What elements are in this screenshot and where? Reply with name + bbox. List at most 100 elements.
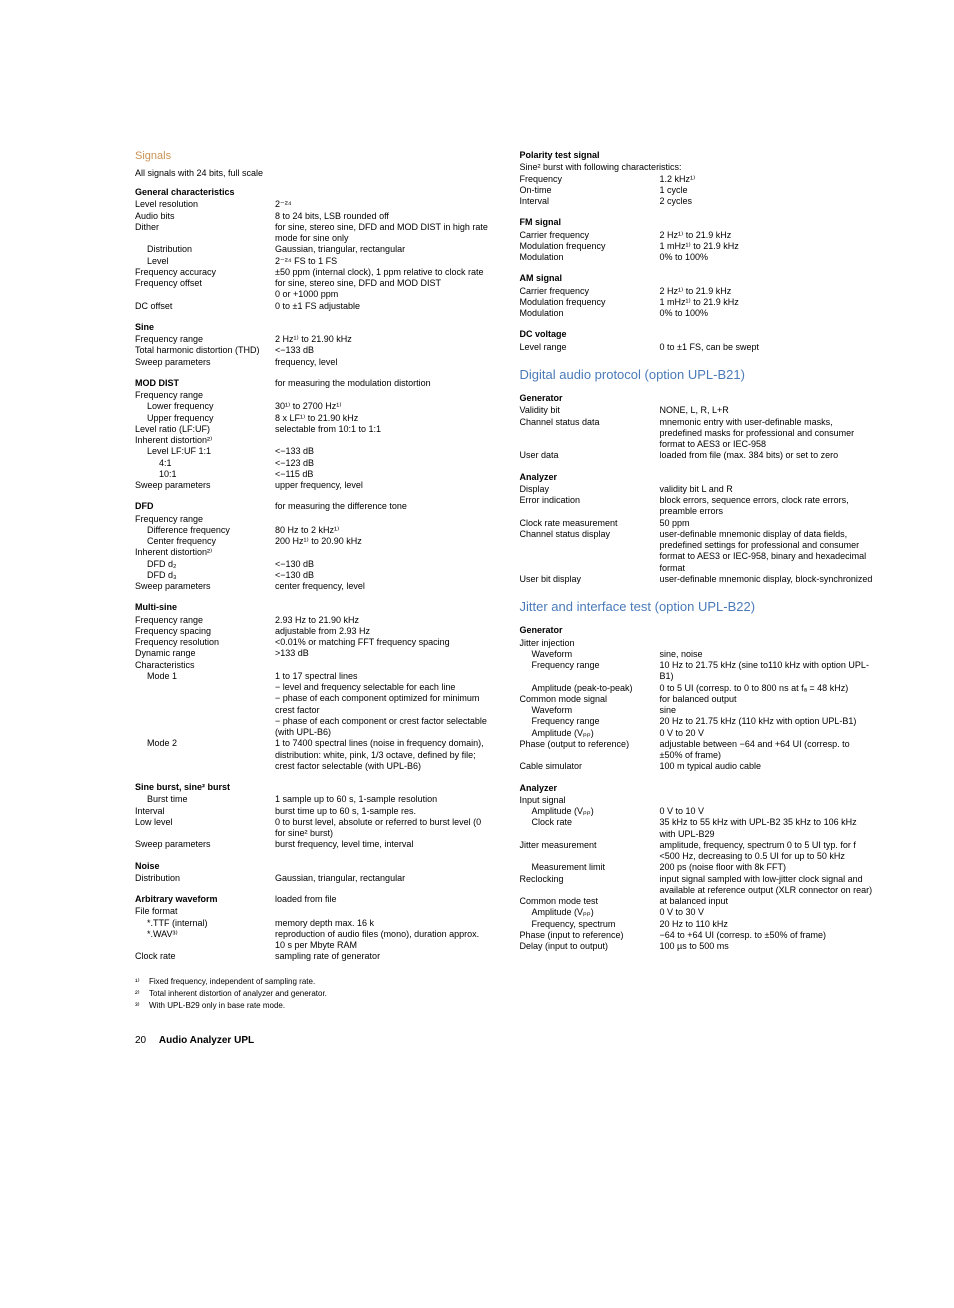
- spec-row: Difference frequency80 Hz to 2 kHz¹⁾: [135, 525, 490, 536]
- spec-label: Upper frequency: [135, 413, 275, 424]
- spec-row: Amplitude (Vₚₚ)0 V to 10 V: [520, 806, 875, 817]
- spec-row: Frequency range2 Hz¹⁾ to 21.90 kHz: [135, 334, 490, 345]
- spec-label: Modulation: [520, 308, 660, 319]
- spec-row: Amplitude (peak-to-peak)0 to 5 UI (corre…: [520, 683, 875, 694]
- footnote-row: ¹⁾Fixed frequency, independent of sampli…: [135, 977, 490, 987]
- spec-value: block errors, sequence errors, clock rat…: [660, 495, 875, 518]
- gen22-section: Generator Jitter injectionWaveformsine, …: [520, 625, 875, 772]
- spec-row: Channel status displayuser-definable mne…: [520, 529, 875, 574]
- spec-value: sine: [660, 705, 875, 716]
- spec-label: Frequency: [520, 174, 660, 185]
- ana22-section: Analyzer Input signalAmplitude (Vₚₚ)0 V …: [520, 783, 875, 953]
- spec-label: Level resolution: [135, 199, 275, 210]
- spec-row: − level and frequency selectable for eac…: [135, 682, 490, 693]
- spec-row: Phase (output to reference)adjustable be…: [520, 739, 875, 762]
- spec-row: Validity bitNONE, L, R, L+R: [520, 405, 875, 416]
- spec-value: memory depth max. 16 k: [275, 918, 490, 929]
- spec-label: On-time: [520, 185, 660, 196]
- footnotes: ¹⁾Fixed frequency, independent of sampli…: [135, 977, 490, 1011]
- dc-heading: DC voltage: [520, 329, 875, 340]
- spec-value: NONE, L, R, L+R: [660, 405, 875, 416]
- spec-label: Common mode signal: [520, 694, 660, 705]
- gen22-heading: Generator: [520, 625, 875, 636]
- spec-value: at balanced input: [660, 896, 875, 907]
- spec-label: Level range: [520, 342, 660, 353]
- spec-row: Ditherfor sine, stereo sine, DFD and MOD…: [135, 222, 490, 245]
- spec-label: Measurement limit: [520, 862, 660, 873]
- footnote-text: Total inherent distortion of analyzer an…: [149, 989, 327, 999]
- spec-label: Level LF:UF 1:1: [135, 446, 275, 457]
- left-column: Signals All signals with 24 bits, full s…: [135, 150, 490, 1013]
- spec-row: DFD d₂<−130 dB: [135, 559, 490, 570]
- spec-row: Center frequency200 Hz¹⁾ to 20.90 kHz: [135, 536, 490, 547]
- spec-label: DFD d₃: [135, 570, 275, 581]
- footnote-row: ²⁾Total inherent distortion of analyzer …: [135, 989, 490, 999]
- spec-value: 100 µs to 500 ms: [660, 941, 875, 952]
- spec-value: burst time up to 60 s, 1-sample res.: [275, 806, 490, 817]
- protocol-title: Digital audio protocol (option UPL-B21): [520, 367, 875, 383]
- spec-value: reproduction of audio files (mono), dura…: [275, 929, 490, 952]
- spec-row: Burst time1 sample up to 60 s, 1-sample …: [135, 794, 490, 805]
- footnote-text: With UPL-B29 only in base rate mode.: [149, 1001, 285, 1011]
- spec-row: Low level0 to burst level, absolute or r…: [135, 817, 490, 840]
- spec-value: Gaussian, triangular, rectangular: [275, 873, 490, 884]
- spec-label: Modulation frequency: [520, 241, 660, 252]
- spec-row: Reclockinginput signal sampled with low-…: [520, 874, 875, 897]
- page-number: 20: [135, 1035, 146, 1046]
- spec-label: Frequency, spectrum: [520, 919, 660, 930]
- spec-label: Interval: [520, 196, 660, 207]
- spec-value: 35 kHz to 55 kHz with UPL-B2 35 kHz to 1…: [660, 817, 875, 840]
- spec-label: Common mode test: [520, 896, 660, 907]
- spec-row: Audio bits8 to 24 bits, LSB rounded off: [135, 211, 490, 222]
- multisine-section: Multi-sine Frequency range2.93 Hz to 21.…: [135, 602, 490, 772]
- footnote-row: ³⁾With UPL-B29 only in base rate mode.: [135, 1001, 490, 1011]
- spec-value: 8 x LF¹⁾ to 21.90 kHz: [275, 413, 490, 424]
- polarity-rows: Frequency1.2 kHz¹⁾On-time1 cycleInterval…: [520, 174, 875, 208]
- spec-value: 0% to 100%: [660, 308, 875, 319]
- spec-label: Validity bit: [520, 405, 660, 416]
- spec-row: Intervalburst time up to 60 s, 1-sample …: [135, 806, 490, 817]
- spec-row: Waveformsine: [520, 705, 875, 716]
- spec-value: 80 Hz to 2 kHz¹⁾: [275, 525, 490, 536]
- spec-value: upper frequency, level: [275, 480, 490, 491]
- page-footer: 20 Audio Analyzer UPL: [135, 1035, 874, 1048]
- spec-label: Display: [520, 484, 660, 495]
- spec-value: amplitude, frequency, spectrum 0 to 5 UI…: [660, 840, 875, 863]
- dfd-heading-val: for measuring the difference tone: [275, 501, 490, 513]
- sineburst-section: Sine burst, sine² burst Burst time1 samp…: [135, 782, 490, 851]
- spec-label: Distribution: [135, 873, 275, 884]
- am-rows: Carrier frequency2 Hz¹⁾ to 21.9 kHzModul…: [520, 286, 875, 320]
- spec-label: Characteristics: [135, 660, 275, 671]
- spec-label: Mode 2: [135, 738, 275, 772]
- spec-value: for sine, stereo sine, DFD and MOD DIST …: [275, 222, 490, 245]
- spec-value: adjustable between −64 and +64 UI (corre…: [660, 739, 875, 762]
- spec-row: Modulation frequency1 mHz¹⁾ to 21.9 kHz: [520, 297, 875, 308]
- spec-value: sine, noise: [660, 649, 875, 660]
- spec-value: >133 dB: [275, 648, 490, 659]
- moddist-rows: Frequency rangeLower frequency30¹⁾ to 27…: [135, 390, 490, 491]
- spec-value: 200 ps (noise floor with 8k FFT): [660, 862, 875, 873]
- sine-section: Sine Frequency range2 Hz¹⁾ to 21.90 kHzT…: [135, 322, 490, 368]
- spec-value: <−115 dB: [275, 469, 490, 480]
- spec-row: File format: [135, 906, 490, 917]
- general-section: General characteristics Level resolution…: [135, 187, 490, 312]
- spec-value: 1 mHz¹⁾ to 21.9 kHz: [660, 241, 875, 252]
- arbitrary-heading: Arbitrary waveform: [135, 894, 275, 905]
- spec-row: − phase of each component optimized for …: [135, 693, 490, 716]
- gen22-rows: Jitter injectionWaveformsine, noiseFrequ…: [520, 638, 875, 773]
- spec-value: <0.01% or matching FFT frequency spacing: [275, 637, 490, 648]
- footnote-text: Fixed frequency, independent of sampling…: [149, 977, 315, 987]
- spec-value: <−133 dB: [275, 446, 490, 457]
- spec-value: [660, 638, 875, 649]
- spec-label: Total harmonic distortion (THD): [135, 345, 275, 356]
- spec-label: Frequency range: [135, 615, 275, 626]
- spec-row: DC offset0 to ±1 FS adjustable: [135, 301, 490, 312]
- am-section: AM signal Carrier frequency2 Hz¹⁾ to 21.…: [520, 273, 875, 319]
- signals-intro: All signals with 24 bits, full scale: [135, 168, 490, 179]
- spec-value: validity bit L and R: [660, 484, 875, 495]
- ana22-rows: Input signalAmplitude (Vₚₚ)0 V to 10 VCl…: [520, 795, 875, 953]
- moddist-heading-val: for measuring the modulation distortion: [275, 378, 490, 390]
- spec-row: Sweep parameterscenter frequency, level: [135, 581, 490, 592]
- multisine-heading: Multi-sine: [135, 602, 490, 613]
- sine-heading: Sine: [135, 322, 490, 333]
